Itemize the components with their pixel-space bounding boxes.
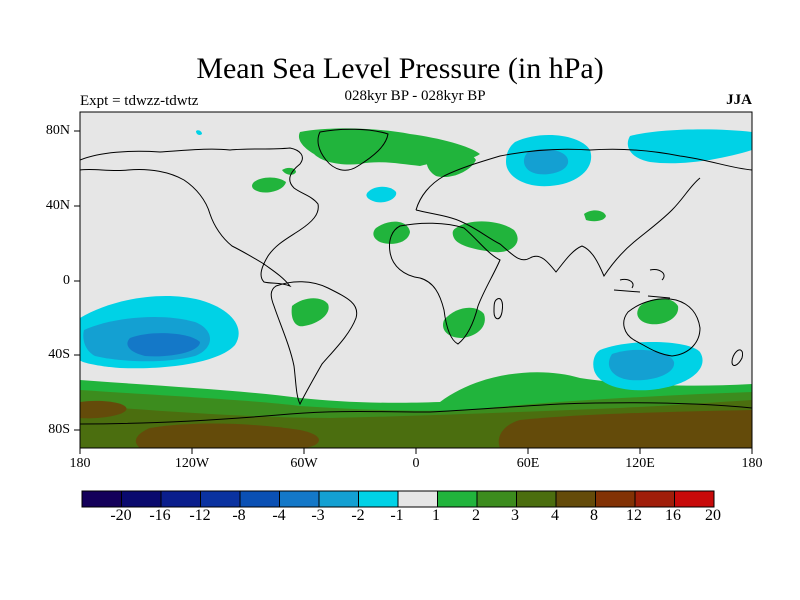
colorbar-swatch [674, 490, 715, 508]
colorbar-label: 3 [511, 507, 519, 524]
colorbar-label: -3 [311, 507, 325, 524]
colorbar-swatch [595, 490, 636, 508]
europe-asia-coast [415, 148, 752, 278]
antarctica-coast [80, 402, 752, 425]
colorbar-swatch [634, 490, 675, 508]
southern-brown-patch-east [498, 410, 752, 448]
colorbar-label: 4 [551, 507, 559, 524]
australia-green-patch [637, 298, 679, 325]
labrador-green-patch [282, 167, 296, 175]
colorbar-swatch [200, 490, 241, 508]
south-america-coast [270, 281, 358, 406]
lat-label-40s: 40S [48, 347, 70, 362]
chart-subtitle: 028kyr BP - 028kyr BP [344, 88, 486, 104]
australia-coast [623, 298, 701, 357]
colorbar-swatch [81, 490, 122, 508]
colorbar-label: 12 [626, 507, 642, 524]
north-america-green-patch [252, 177, 286, 193]
north-pacific-cyan-west [196, 130, 202, 135]
colorbar-label: 1 [432, 507, 440, 524]
colorbar-label: -20 [110, 507, 132, 524]
colorbar-swatch [516, 490, 557, 508]
lat-label-80s: 80S [48, 422, 70, 437]
colorbar-label: -2 [351, 507, 365, 524]
central-asia-green-patch [584, 210, 606, 222]
lat-label-40n: 40N [45, 198, 70, 213]
colorbar-label: 20 [705, 507, 721, 524]
colorbar-swatch [555, 490, 596, 508]
colorbar-swatch [358, 490, 399, 508]
colorbar-label: -16 [149, 507, 171, 524]
greenland-coast [317, 128, 389, 171]
lon-label-120e: 120E [625, 456, 655, 471]
madagascar-coast [493, 298, 503, 320]
lat-label-0: 0 [63, 273, 70, 288]
north-america-coast [80, 147, 319, 288]
colorbar-label: 8 [590, 507, 598, 524]
colorbar-label: -1 [390, 507, 404, 524]
lon-label-0: 0 [412, 456, 420, 471]
africa-coast [389, 222, 501, 345]
indonesia-coast [613, 269, 671, 299]
lon-label-180e: 180 [741, 456, 763, 471]
sahara-green-patch [373, 221, 410, 244]
lon-label-180w: 180 [69, 456, 91, 471]
experiment-label: Expt = tdwzz-tdwtz [80, 93, 199, 109]
south-pacific-dark-core [127, 333, 200, 357]
axis-ticks [74, 130, 753, 454]
southern-brown-patch-west [80, 400, 127, 419]
colorbar-label: -8 [232, 507, 246, 524]
colorbar-swatch [160, 490, 201, 508]
north-atlantic-cyan [366, 186, 397, 203]
lon-label-60e: 60E [516, 456, 540, 471]
scandinavia-green-patch [426, 149, 476, 178]
chart-title: Mean Sea Level Pressure (in hPa) [196, 52, 604, 85]
north-pacific-cyan-east [627, 129, 752, 164]
colorbar [81, 490, 715, 508]
colorbar-swatch [279, 490, 320, 508]
siberia-blue-core [523, 149, 569, 175]
coastlines [80, 128, 752, 425]
south-indian-blue-core [608, 349, 675, 381]
new-zealand-coast [731, 349, 743, 366]
colorbar-swatch [397, 490, 438, 508]
southern-africa-green-patch [442, 307, 485, 338]
colorbar-swatch [318, 490, 359, 508]
colorbar-swatch [437, 490, 478, 508]
colorbar-label: 2 [472, 507, 480, 524]
pressure-anomaly-field [80, 128, 752, 448]
colorbar-label: -12 [189, 507, 211, 524]
south-america-green-patch [291, 298, 329, 327]
colorbar-swatch [476, 490, 517, 508]
colorbar-swatch [239, 490, 280, 508]
southern-brown-patch-center [135, 423, 319, 448]
colorbar-label: -4 [272, 507, 286, 524]
colorbar-swatch [121, 490, 162, 508]
lon-label-120w: 120W [174, 456, 210, 471]
colorbar-label: 16 [665, 507, 681, 524]
lon-label-60w: 60W [290, 456, 318, 471]
lat-label-80n: 80N [45, 123, 70, 138]
season-label: JJA [726, 92, 752, 108]
